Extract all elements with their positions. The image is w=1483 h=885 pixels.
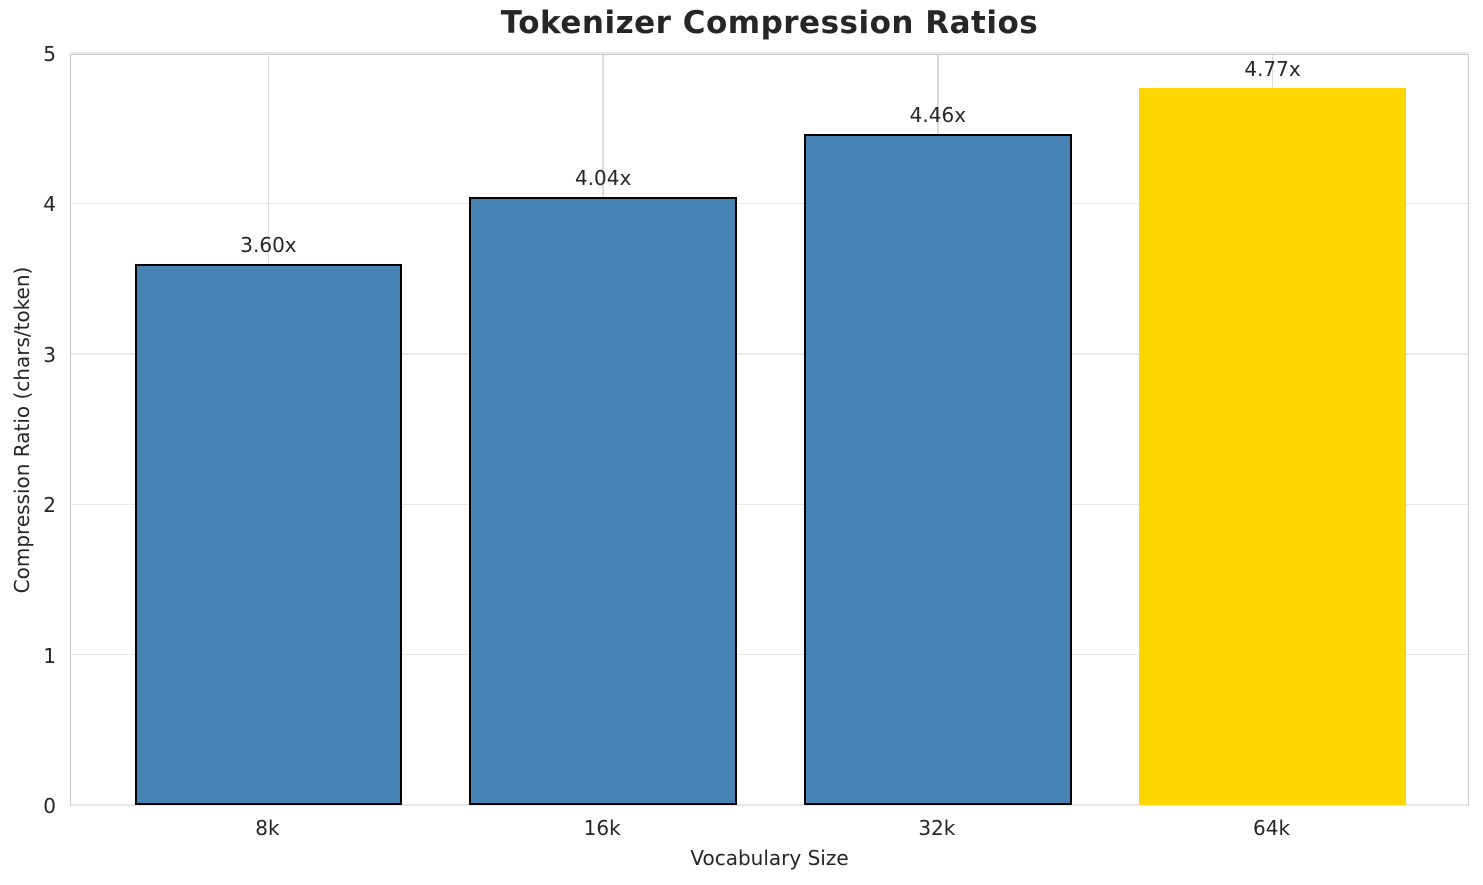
y-tick-label: 5 <box>43 42 56 66</box>
h-gridline <box>71 653 1468 656</box>
h-gridline <box>71 353 1468 355</box>
x-tick-label: 32k <box>918 816 956 840</box>
h-gridline <box>71 202 1468 205</box>
y-tick-label: 1 <box>43 643 56 668</box>
bar-value-label: 3.60x <box>240 232 297 257</box>
bar-8k <box>134 263 403 805</box>
bar-32k <box>803 134 1072 805</box>
y-tick-label: 2 <box>43 493 56 518</box>
y-tick-label: 0 <box>43 794 56 818</box>
h-gridline <box>71 52 1468 54</box>
plot-area: 3.60x 4.04x 4.46x 4.77x <box>70 52 1469 806</box>
bar-value-label: 4.04x <box>574 166 632 191</box>
x-tick-label: 16k <box>583 816 621 840</box>
y-axis-label: Compression Ratio (chars/token) <box>10 266 34 594</box>
bar-64k <box>1138 87 1407 805</box>
bar-value-label: 4.77x <box>1244 56 1301 81</box>
x-tick-label: 64k <box>1253 816 1291 840</box>
y-tick-label: 4 <box>43 192 56 217</box>
x-axis-label: Vocabulary Size <box>690 846 849 870</box>
h-gridline <box>71 804 1468 806</box>
y-tick-label: 3 <box>43 342 56 367</box>
x-tick-label: 8k <box>255 816 280 840</box>
h-gridline <box>71 503 1468 505</box>
bar-16k <box>469 197 738 805</box>
bar-value-label: 4.46x <box>909 103 967 128</box>
chart-title: Tokenizer Compression Ratios <box>500 5 1039 41</box>
